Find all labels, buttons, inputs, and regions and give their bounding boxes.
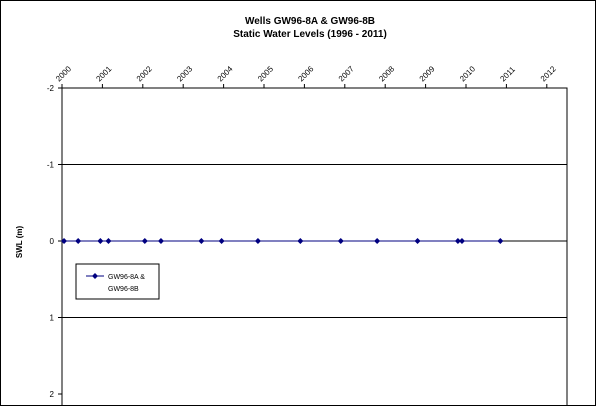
data-point — [97, 238, 104, 244]
legend: GW96-8A & GW96-8B — [75, 263, 160, 300]
legend-marker — [92, 273, 98, 279]
data-point — [458, 238, 465, 244]
legend-label-line-1: GW96-8A & — [108, 274, 145, 281]
data-point — [414, 238, 421, 244]
chart-title-line-1: Wells GW96-8A & GW96-8B — [245, 16, 375, 27]
data-point — [254, 238, 261, 244]
data-point — [141, 238, 148, 244]
y-axis-ticks: -2 -1 0 1 2 — [47, 84, 62, 399]
data-point — [157, 238, 164, 244]
y-axis-label: SWL (m) — [15, 226, 24, 259]
data-point — [497, 238, 504, 244]
data-point — [374, 238, 381, 244]
data-point — [337, 238, 344, 244]
data-point — [105, 238, 112, 244]
data-point — [297, 238, 304, 244]
data-point — [218, 238, 225, 244]
data-point — [75, 238, 82, 244]
legend-box — [75, 263, 160, 300]
y-tick-label-1: -1 — [47, 161, 55, 170]
chart-title-line-2: Static Water Levels (1996 - 2011) — [233, 29, 387, 40]
y-tick-label-4: 2 — [50, 390, 55, 399]
plot-area — [61, 87, 568, 406]
data-point — [61, 238, 68, 244]
data-point — [198, 238, 205, 244]
y-tick-label-0: -2 — [47, 84, 55, 93]
y-tick-label-2: 0 — [50, 237, 55, 246]
legend-label-line-2: GW96-8B — [108, 286, 139, 293]
series-group — [61, 238, 504, 244]
data-point — [454, 238, 461, 244]
y-tick-label-3: 1 — [50, 314, 55, 323]
